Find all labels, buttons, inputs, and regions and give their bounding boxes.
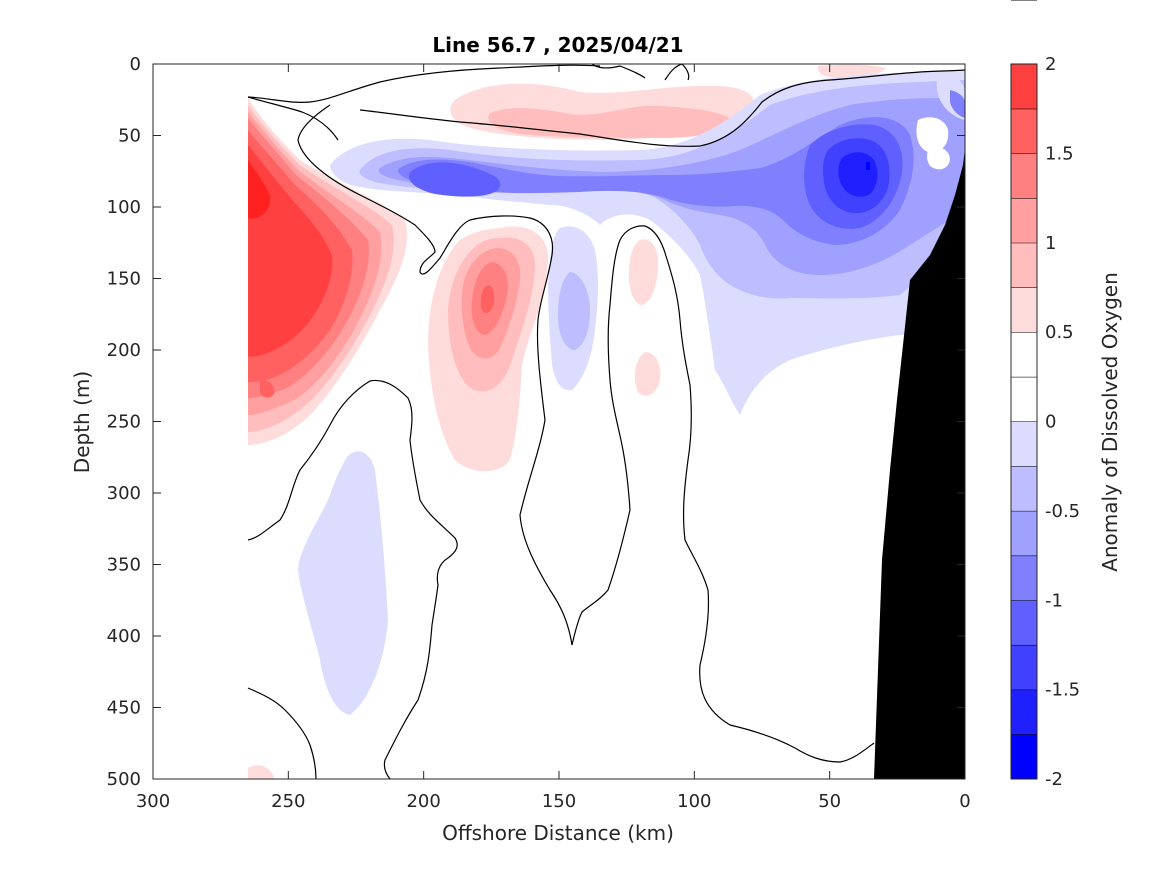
zero-contour (591, 64, 646, 79)
y-tick-label: 100 (107, 197, 141, 218)
colorbar-swatch (1011, 376, 1037, 422)
colorbar-tick-label: 1.5 (1045, 143, 1074, 164)
zero-contour (297, 104, 875, 763)
contour-band (488, 105, 732, 138)
y-tick-label: 250 (107, 412, 141, 433)
y-tick-label: 150 (107, 269, 141, 290)
colorbar-swatch (1011, 734, 1037, 779)
colorbar: 2 1.5 1 0.5 0 -0.5 -1 -1.5 -2 (1010, 0, 1080, 790)
contour-band (248, 160, 271, 219)
colorbar-tick-label: -0.5 (1045, 501, 1080, 522)
colorbar-tick-label: 0.5 (1045, 322, 1074, 343)
colorbar-swatch (1011, 644, 1037, 690)
zero-contour (247, 687, 317, 779)
contour-band (408, 162, 501, 197)
y-axis: 0 50 100 150 200 250 300 350 400 450 500 (107, 54, 965, 790)
x-axis-title: Offshore Distance (km) (442, 821, 674, 845)
y-tick-label: 450 (107, 698, 141, 719)
contour-band (298, 451, 388, 715)
x-tick-label: 100 (677, 791, 711, 812)
x-tick-label: 300 (136, 791, 170, 812)
y-tick-label: 300 (107, 483, 141, 504)
y-tick-label: 350 (107, 555, 141, 576)
contour-band (927, 147, 950, 170)
colorbar-tick-label: 1 (1045, 233, 1056, 254)
colorbar-tick-label: 2 (1045, 54, 1056, 75)
colorbar-frame (1010, 63, 1038, 780)
contour-band (397, 117, 914, 245)
colorbar-swatch (1011, 600, 1037, 645)
colorbar-tick-label: 0 (1045, 412, 1056, 433)
contour-band (480, 285, 495, 314)
colorbar-swatch (1011, 466, 1037, 511)
colorbar-swatch (1011, 242, 1037, 288)
colorbar-tick-label: -1.5 (1045, 680, 1080, 701)
y-axis-title: Depth (m) (70, 371, 94, 473)
contour-band (950, 90, 965, 118)
x-axis: 300 250 200 150 100 50 0 (136, 64, 971, 812)
zero-contour (247, 96, 339, 141)
contour-band (916, 117, 949, 153)
y-tick-label: 500 (107, 769, 141, 790)
colorbar-swatch (1011, 64, 1037, 109)
colorbar-swatch (1011, 198, 1037, 243)
contour-band (260, 379, 275, 398)
zero-contour (247, 379, 458, 779)
colorbar-tick-label: -2 (1045, 769, 1063, 790)
chart-title: Line 56.7 , 2025/04/21 (432, 33, 683, 57)
contour-band (634, 352, 661, 396)
x-tick-label: 150 (542, 791, 576, 812)
colorbar-swatch (1011, 689, 1037, 735)
contour-band (628, 239, 659, 305)
y-tick-label: 400 (107, 626, 141, 647)
seafloor (874, 148, 965, 779)
colorbar-swatch (1011, 555, 1037, 601)
colorbar-swatch (1011, 510, 1037, 556)
plot-area (152, 63, 966, 780)
zero-contour (359, 69, 965, 147)
x-tick-label: 0 (959, 791, 970, 812)
colorbar-swatch (1011, 332, 1037, 377)
colorbar-swatch (1011, 153, 1037, 199)
y-tick-label: 200 (107, 340, 141, 361)
zero-contour (247, 64, 601, 104)
colorbar-label: Anomaly of Dissolved Oxygen (1098, 272, 1122, 572)
y-tick-label: 0 (130, 54, 141, 75)
y-tick-label: 50 (118, 126, 141, 147)
colorbar-tick-label: -1 (1045, 590, 1063, 611)
colorbar-swatch (1011, 421, 1037, 467)
x-tick-label: 250 (271, 791, 305, 812)
contour-band (558, 272, 590, 350)
contour-fills (248, 64, 965, 779)
x-tick-label: 50 (818, 791, 841, 812)
colorbar-swatch (1011, 287, 1037, 333)
zero-contour (664, 64, 690, 81)
contour-band (866, 162, 870, 170)
x-tick-label: 200 (406, 791, 440, 812)
contour-band (248, 765, 275, 779)
zero-contour-lines (247, 64, 965, 779)
colorbar-swatch (1011, 108, 1037, 154)
